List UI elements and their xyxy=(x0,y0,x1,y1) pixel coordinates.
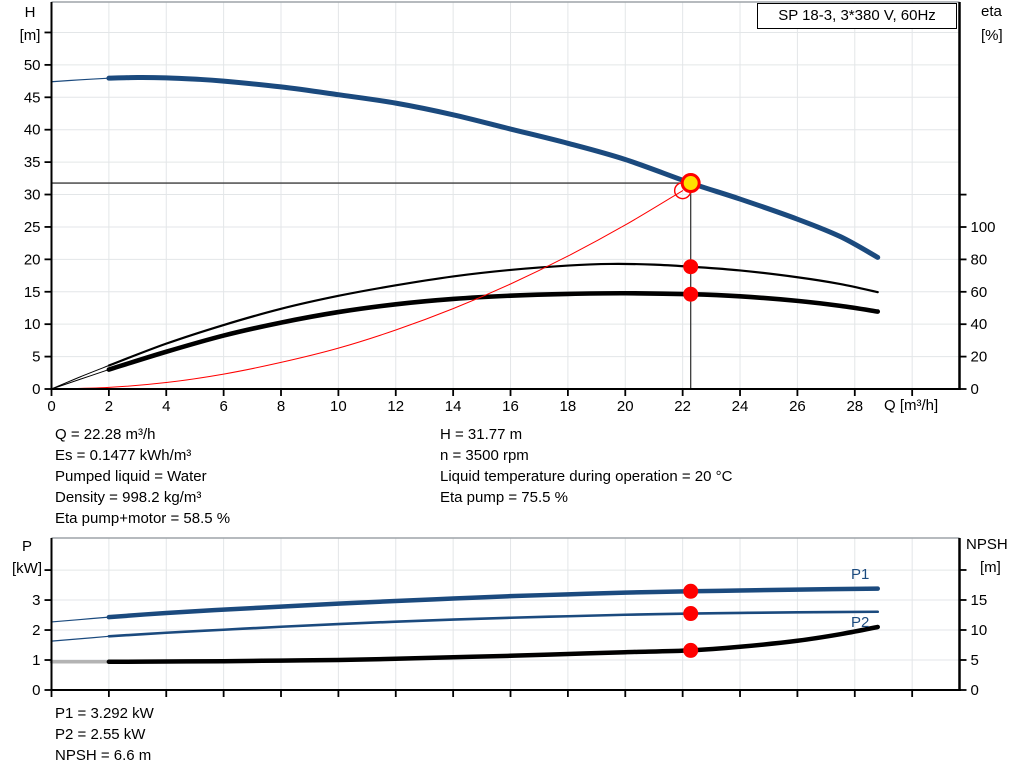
operating-point-marker xyxy=(680,173,701,194)
curve-eta-pump xyxy=(107,262,879,367)
right-tick-label: 20 xyxy=(971,349,988,366)
curve-eta-pump-motor xyxy=(106,290,881,372)
npsh-axis-unit: [m] xyxy=(980,559,1001,576)
duty-info-right: H = 31.77 m n = 3500 rpm Liquid temperat… xyxy=(440,424,732,508)
left-tick-label: 0 xyxy=(32,682,40,699)
curve-eta-pump-motor-below-min-flow xyxy=(51,369,110,390)
curve-p1-below-min-flow xyxy=(50,616,110,623)
info-line-density: Density = 998.2 kg/m³ xyxy=(55,489,202,506)
right-tick-label: 60 xyxy=(971,284,988,301)
x-tick-label: 10 xyxy=(330,398,347,415)
x-tick-label: 12 xyxy=(387,398,404,415)
curve-eta-pump-below-min-flow xyxy=(51,365,110,390)
x-tick-label: 14 xyxy=(445,398,462,415)
p-axis-title: P xyxy=(21,538,32,555)
x-tick-label: 28 xyxy=(846,398,863,415)
left-tick-label: 3 xyxy=(32,592,40,609)
left-tick-label: 30 xyxy=(24,187,41,204)
left-tick-label: 45 xyxy=(24,89,41,106)
left-tick-label: 25 xyxy=(24,219,41,236)
left-tick-label: 5 xyxy=(32,349,40,366)
duty-value-dot xyxy=(683,606,699,622)
info-line-npsh: NPSH = 6.6 m xyxy=(55,747,152,764)
x-tick-label: 8 xyxy=(277,398,285,415)
p1-curve-label: P1 xyxy=(851,566,870,583)
curve-system-curve xyxy=(51,190,684,390)
curve-p2 xyxy=(107,610,880,638)
x-tick-label: 6 xyxy=(219,398,227,415)
info-line-p1: P1 = 3.292 kW xyxy=(55,705,154,722)
left-tick-label: 20 xyxy=(24,251,41,268)
curve-p1 xyxy=(106,586,880,620)
right-tick-label: 5 xyxy=(971,652,979,669)
curve-npsh xyxy=(106,624,880,665)
left-tick-label: 0 xyxy=(32,381,40,398)
x-tick-label: 24 xyxy=(732,398,749,415)
eta-axis-unit: [%] xyxy=(981,27,1003,44)
x-tick-label: 18 xyxy=(560,398,577,415)
pump-model-box: SP 18-3, 3*380 V, 60Hz xyxy=(757,3,957,29)
info-line-p2: P2 = 2.55 kW xyxy=(55,726,146,743)
curve-p2-below-min-flow xyxy=(50,635,110,642)
power-info: P1 = 3.292 kW P2 = 2.55 kW NPSH = 6.6 m xyxy=(55,703,154,766)
x-tick-label: 0 xyxy=(47,398,55,415)
curve-head-below-min-flow xyxy=(50,77,110,83)
left-tick-label: 10 xyxy=(24,316,41,333)
p-axis-unit: [kW] xyxy=(12,560,42,577)
left-tick-label: 15 xyxy=(24,284,41,301)
info-line-temp: Liquid temperature during operation = 20… xyxy=(440,468,733,485)
duty-info-left: Q = 22.28 m³/h Es = 0.1477 kWh/m³ Pumped… xyxy=(55,424,230,529)
left-tick-label: 50 xyxy=(24,57,41,74)
x-tick-label: 2 xyxy=(105,398,113,415)
h-axis-title: H xyxy=(24,4,36,21)
x-tick-label: 20 xyxy=(617,398,634,415)
right-tick-label: 15 xyxy=(971,592,988,609)
right-tick-label: 0 xyxy=(971,381,979,398)
q-axis-title: Q [m³/h] xyxy=(884,397,939,414)
eta-axis-title: eta xyxy=(981,3,1002,20)
x-tick-label: 16 xyxy=(502,398,519,415)
left-tick-label: 40 xyxy=(24,122,41,139)
npsh-axis-title: NPSH xyxy=(966,536,1008,553)
info-line-h: H = 31.77 m xyxy=(440,426,523,443)
h-axis-unit: [m] xyxy=(19,27,41,44)
duty-value-dot xyxy=(683,286,699,302)
duty-value-dot xyxy=(683,259,699,275)
right-tick-label: 100 xyxy=(971,219,996,236)
info-line-rpm: n = 3500 rpm xyxy=(440,447,529,464)
right-tick-label: 0 xyxy=(971,682,979,699)
duty-value-dot xyxy=(683,583,699,599)
x-tick-label: 4 xyxy=(162,398,170,415)
info-line-es: Es = 0.1477 kWh/m³ xyxy=(55,447,192,464)
right-tick-label: 80 xyxy=(971,251,988,268)
info-line-eta-pump: Eta pump = 75.5 % xyxy=(440,489,568,506)
right-tick-label: 10 xyxy=(971,622,988,639)
curve-head xyxy=(106,75,881,260)
info-line-eta-total: Eta pump+motor = 58.5 % xyxy=(55,510,231,527)
duty-value-dot xyxy=(683,642,699,658)
x-tick-label: 26 xyxy=(789,398,806,415)
info-line-q: Q = 22.28 m³/h xyxy=(55,426,156,443)
right-tick-label: 40 xyxy=(971,316,988,333)
left-tick-label: 2 xyxy=(32,622,40,639)
left-tick-label: 35 xyxy=(24,154,41,171)
x-tick-label: 22 xyxy=(674,398,691,415)
left-tick-label: 1 xyxy=(32,652,40,669)
power-npsh-chart: 0 1 2 3 0 5 10 15 xyxy=(32,537,988,699)
info-line-liquid: Pumped liquid = Water xyxy=(55,468,207,485)
p2-curve-label: P2 xyxy=(851,614,870,631)
